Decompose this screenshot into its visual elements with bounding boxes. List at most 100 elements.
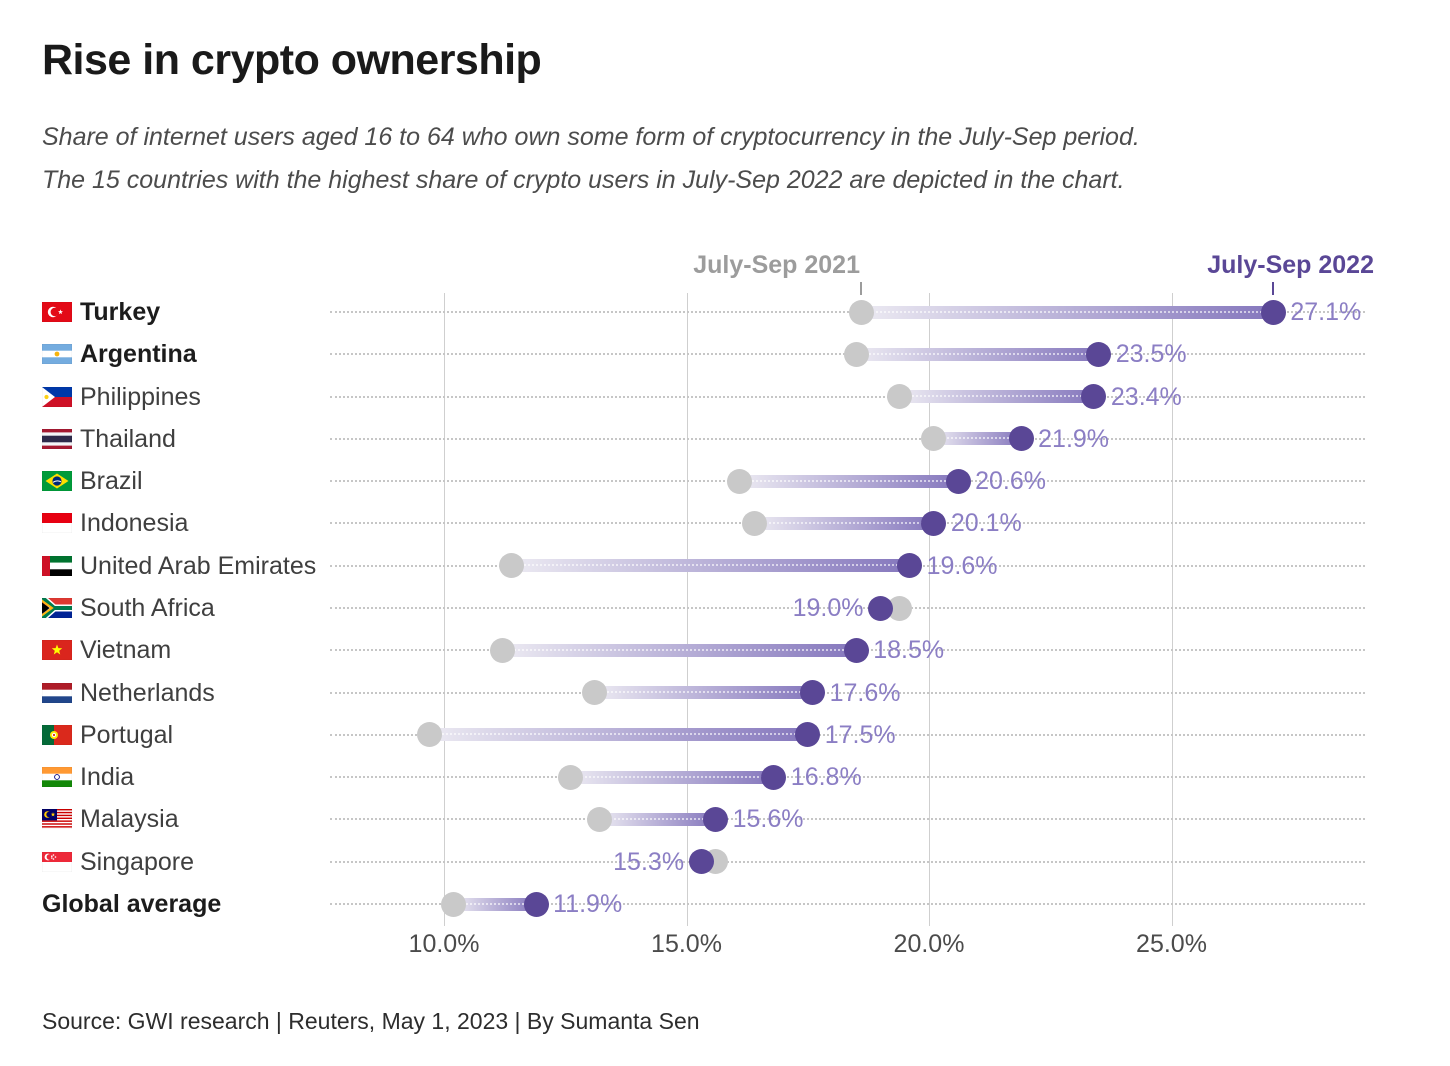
dumbbell-bar: [739, 474, 959, 488]
dumbbell-bar: [899, 390, 1094, 404]
flag-india-icon: [41, 766, 73, 788]
value-label-indonesia: 20.1%: [950, 509, 1022, 538]
data-point-2022-south-africa: [868, 595, 893, 621]
row-leader-dotted-line: [330, 733, 1365, 736]
flag-turkey-icon: [41, 301, 73, 323]
value-label-malaysia: 15.6%: [732, 805, 804, 834]
data-point-2021-india: [557, 764, 583, 790]
data-point-2022-thailand: [1008, 426, 1034, 452]
flag-netherlands-icon: [41, 682, 73, 703]
country-label-vietnam: Vietnam: [80, 636, 172, 665]
country-label-portugal: Portugal: [80, 720, 174, 749]
data-point-2021-united-arab-emirates: [499, 553, 525, 579]
value-label-brazil: 20.6%: [975, 467, 1046, 496]
value-label-india: 16.8%: [790, 763, 862, 792]
value-label-argentina: 23.5%: [1115, 340, 1187, 369]
x-axis-tick-label: 15.0%: [651, 930, 722, 958]
value-label-thailand: 21.9%: [1038, 424, 1110, 453]
bar-dotted-texture: [860, 352, 1095, 355]
row-leader-dotted-line: [330, 903, 1365, 906]
flag-philippines-icon: [41, 386, 73, 407]
flag-portugal-icon: [41, 724, 73, 746]
flag-south-africa-icon: [39, 594, 73, 622]
data-point-2022-portugal: [795, 722, 821, 748]
dumbbell-bar: [599, 812, 716, 826]
dumbbell-bar: [502, 643, 857, 657]
bar-dotted-texture: [598, 691, 809, 694]
row-leader-dotted-line: [330, 607, 1365, 610]
dumbbell-bar: [861, 305, 1274, 319]
bar-dotted-texture: [758, 521, 930, 524]
data-point-2021-thailand: [921, 426, 947, 452]
value-label-turkey: 27.1%: [1290, 298, 1362, 326]
subtitle-line-1: Share of internet users aged 16 to 64 wh…: [42, 123, 1140, 151]
data-point-2022-turkey: [1260, 299, 1286, 325]
country-label-india: India: [80, 763, 135, 792]
bar-dotted-texture: [603, 817, 712, 820]
dumbbell-bar: [594, 686, 813, 700]
country-label-philippines: Philippines: [80, 382, 201, 411]
data-point-2022-malaysia: [703, 806, 729, 832]
value-label-portugal: 17.5%: [824, 720, 896, 749]
bar-dotted-texture: [937, 437, 1018, 440]
data-point-2022-india: [761, 764, 787, 790]
data-point-2021-indonesia: [741, 510, 767, 536]
data-point-2022-philippines: [1081, 384, 1107, 410]
data-point-2022-united-arab-emirates: [897, 553, 923, 579]
country-label-malaysia: Malaysia: [80, 805, 179, 834]
bar-dotted-texture: [506, 648, 853, 651]
page-title: Rise in crypto ownership: [42, 36, 542, 84]
data-point-2022-global-average: [523, 891, 549, 917]
legend-pointer-tick-2021: [860, 282, 863, 295]
bar-dotted-texture: [903, 395, 1090, 398]
value-label-global-average: 11.9%: [553, 890, 623, 919]
data-point-2022-vietnam: [843, 637, 869, 663]
x-gridline: [1171, 293, 1173, 926]
bar-dotted-texture: [865, 310, 1270, 313]
data-point-2021-brazil: [727, 468, 753, 494]
dumbbell-bar: [754, 516, 934, 530]
x-gridline: [444, 293, 445, 926]
row-leader-dotted-line: [330, 691, 1365, 694]
data-point-2021-argentina: [843, 341, 869, 367]
legend-pointer-tick-2022: [1272, 282, 1275, 295]
row-leader-dotted-line: [330, 311, 1365, 313]
x-gridline: [929, 293, 930, 926]
data-point-2021-malaysia: [586, 806, 612, 832]
bar-dotted-texture: [433, 733, 804, 736]
country-label-turkey: Turkey: [80, 298, 161, 326]
flag-argentina-icon: [41, 344, 73, 365]
data-point-2021-global-average: [441, 891, 467, 917]
x-gridline: [686, 293, 688, 926]
row-leader-dotted-line: [330, 860, 1365, 863]
data-point-2021-philippines: [887, 384, 913, 410]
data-point-2022-netherlands: [800, 680, 826, 706]
bar-dotted-texture: [515, 564, 906, 567]
value-label-south-africa: 19.0%: [792, 594, 864, 623]
x-axis-tick-label: 25.0%: [1136, 930, 1207, 958]
country-label-brazil: Brazil: [80, 467, 143, 496]
flag-united-arab-emirates-icon: [41, 555, 73, 576]
country-label-singapore: Singapore: [80, 847, 194, 876]
country-label-south-africa: South Africa: [80, 594, 215, 623]
country-label-netherlands: Netherlands: [80, 678, 215, 707]
data-point-2021-turkey: [848, 299, 874, 325]
legend-label-2021: July-Sep 2021: [693, 251, 860, 279]
flag-thailand-icon: [41, 428, 73, 450]
bar-dotted-texture: [457, 902, 533, 905]
flag-malaysia-icon: [41, 809, 73, 830]
dumbbell-bar: [933, 432, 1022, 446]
legend-label-2022: July-Sep 2022: [1207, 251, 1374, 279]
data-point-2022-singapore: [688, 849, 714, 875]
dumbbell-bar: [511, 559, 910, 573]
flag-vietnam-icon: [41, 640, 73, 661]
country-label-argentina: Argentina: [80, 340, 197, 369]
data-point-2022-indonesia: [921, 510, 947, 536]
country-label-indonesia: Indonesia: [80, 509, 189, 538]
data-point-2021-vietnam: [489, 637, 515, 663]
data-point-2021-netherlands: [581, 680, 607, 706]
country-label-united-arab-emirates: United Arab Emirates: [80, 551, 317, 580]
row-leader-dotted-line: [330, 776, 1365, 779]
value-label-vietnam: 18.5%: [873, 636, 945, 665]
country-label-global-average: Global average: [42, 890, 222, 919]
